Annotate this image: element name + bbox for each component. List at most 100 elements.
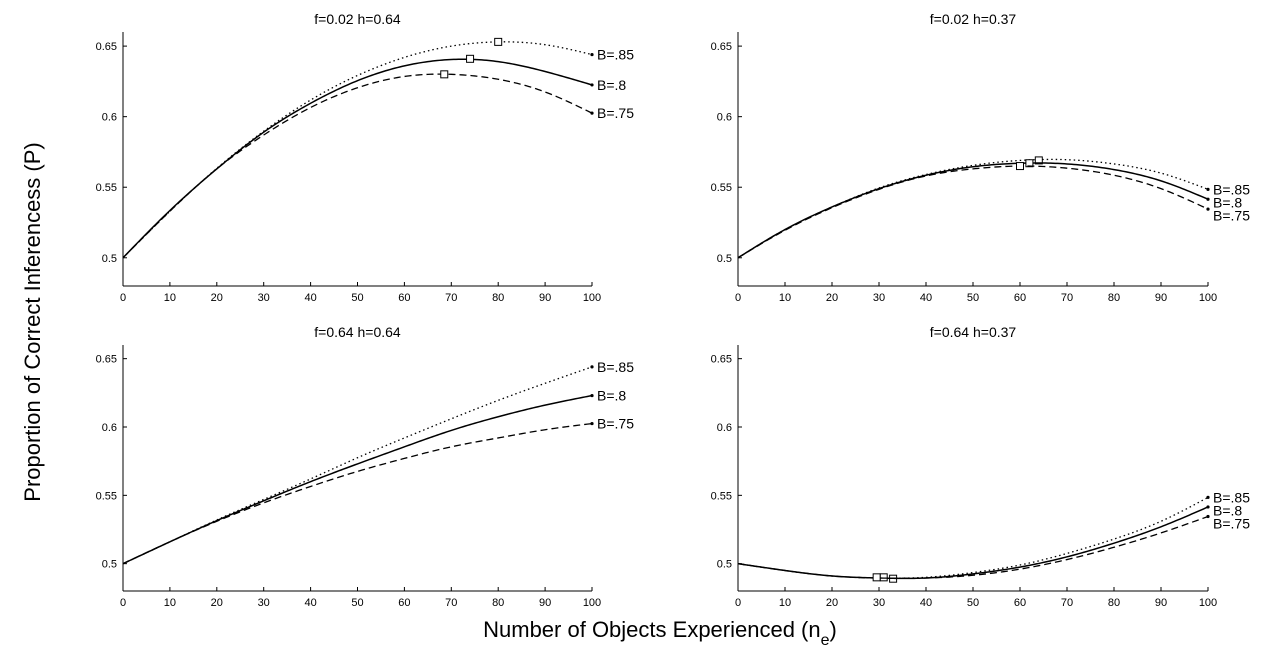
x-axis-label: Number of Objects Experienced (ne) (483, 617, 837, 649)
series-label: B=.75 (597, 105, 634, 121)
x-tick-label: 60 (1014, 597, 1026, 609)
x-tick-label: 90 (539, 597, 551, 609)
series-line-solid (737, 506, 1209, 580)
y-axis-label: Proportion of Correct Inferencess (P) (20, 142, 45, 501)
x-tick-label: 30 (873, 292, 885, 304)
panel-3: f=0.64 h=0.64 0 10 20 30 40 50 60 70 80 90 100 0.5 0.… (96, 324, 635, 609)
y-tick-label: 0.6 (717, 422, 732, 434)
y-tick-label: 0.5 (717, 253, 732, 265)
x-tick-label: 20 (211, 292, 223, 304)
x-tick-label: 20 (826, 597, 838, 609)
series-end-point (590, 393, 594, 398)
series-label: B=.8 (597, 388, 626, 404)
y-tick-label: 0.65 (711, 354, 732, 366)
x-tick-label: 10 (779, 292, 791, 304)
panel-2: f=0.02 h=0.37 0 10 20 30 40 50 60 70 80 90 100 0.5 0.… (711, 11, 1251, 304)
series-end-point (1206, 514, 1210, 519)
y-tick-label: 0.6 (717, 112, 732, 124)
x-tick-label: 10 (779, 597, 791, 609)
series-label: B=.75 (1213, 207, 1250, 223)
series-end-point (590, 83, 594, 87)
x-tick-label: 10 (164, 597, 176, 609)
x-tick-label: 80 (492, 292, 504, 304)
x-axis-label-close: ) (830, 617, 837, 642)
x-tick-label: 100 (583, 292, 601, 304)
x-tick-label: 70 (445, 292, 457, 304)
series-line-dashed (737, 515, 1209, 579)
panel-title: f=0.02 h=0.37 (930, 11, 1017, 27)
series-line-solid (122, 58, 593, 259)
x-tick-label: 70 (1061, 292, 1073, 304)
panel-title: f=0.02 h=0.64 (314, 11, 401, 27)
series-end-point (1206, 495, 1210, 499)
extremum-marker (1025, 159, 1034, 168)
x-tick-label: 40 (920, 597, 932, 609)
series-label: B=.8 (1213, 502, 1242, 518)
extremum-marker (1034, 156, 1043, 165)
series-line-dotted (737, 496, 1209, 579)
panel-title: f=0.64 h=0.37 (930, 324, 1017, 340)
series-end-point (590, 111, 594, 115)
series-end-point (590, 365, 594, 369)
y-tick-label: 0.55 (711, 182, 732, 194)
extremum-marker (466, 54, 475, 63)
x-axis-label-main: Number of Objects Experienced (n (483, 617, 821, 642)
series-line-dashed (122, 422, 593, 565)
y-tick-label: 0.65 (711, 41, 732, 53)
extremum-marker (872, 573, 881, 582)
y-tick-label: 0.55 (96, 182, 117, 194)
x-tick-label: 40 (920, 292, 932, 304)
x-tick-label: 50 (967, 292, 979, 304)
y-tick-label: 0.6 (102, 422, 117, 434)
x-tick-label: 90 (1155, 292, 1167, 304)
x-tick-label: 100 (583, 597, 601, 609)
series-end-point (590, 52, 594, 57)
x-tick-label: 100 (1199, 597, 1217, 609)
x-tick-label: 0 (120, 292, 126, 304)
series-line-dotted (122, 366, 593, 565)
x-tick-label: 70 (1061, 597, 1073, 609)
y-tick-label: 0.6 (102, 112, 117, 124)
x-tick-label: 100 (1199, 292, 1217, 304)
extremum-marker (1016, 162, 1024, 171)
series-label: B=.85 (1213, 181, 1250, 197)
series-label: B=.75 (1213, 515, 1250, 531)
x-tick-label: 50 (351, 292, 363, 304)
series-end-point (1206, 197, 1210, 201)
x-tick-label: 10 (164, 292, 176, 304)
x-tick-label: 80 (1108, 292, 1120, 304)
x-tick-label: 20 (211, 597, 223, 609)
x-tick-label: 90 (539, 292, 551, 304)
x-tick-label: 70 (445, 597, 457, 609)
extremum-marker (494, 37, 503, 46)
panels: f=0.02 h=0.64 0 10 20 30 40 50 60 70 80 90 100 0.5 0.… (96, 11, 1251, 609)
series-line-solid (122, 394, 593, 565)
y-tick-label: 0.5 (102, 253, 117, 265)
x-tick-label: 60 (398, 597, 410, 609)
y-tick-label: 0.65 (96, 41, 117, 53)
extremum-marker (440, 70, 449, 79)
panel-title: f=0.64 h=0.64 (314, 324, 401, 340)
y-tick-label: 0.5 (717, 559, 732, 571)
y-tick-label: 0.5 (102, 559, 117, 571)
x-tick-label: 80 (1108, 597, 1120, 609)
x-tick-label: 50 (967, 597, 979, 609)
series-label: B=.85 (597, 47, 634, 63)
series-end-point (1206, 505, 1210, 509)
series-end-point (590, 421, 594, 426)
x-tick-label: 40 (304, 597, 316, 609)
x-tick-label: 50 (351, 597, 363, 609)
x-tick-label: 30 (258, 597, 270, 609)
x-tick-label: 20 (826, 292, 838, 304)
series-line-dashed (122, 73, 593, 259)
series-line-dotted (122, 41, 593, 259)
extremum-marker (879, 573, 888, 582)
x-tick-label: 60 (1014, 292, 1026, 304)
x-axis-label-subscript: e (821, 632, 830, 649)
panel-1: f=0.02 h=0.64 0 10 20 30 40 50 60 70 80 90 100 0.5 0.… (96, 11, 635, 304)
x-tick-label: 80 (492, 597, 504, 609)
x-tick-label: 90 (1155, 597, 1167, 609)
y-tick-label: 0.55 (711, 490, 732, 502)
series-end-point (1206, 187, 1210, 191)
series-label: B=.85 (1213, 489, 1250, 505)
